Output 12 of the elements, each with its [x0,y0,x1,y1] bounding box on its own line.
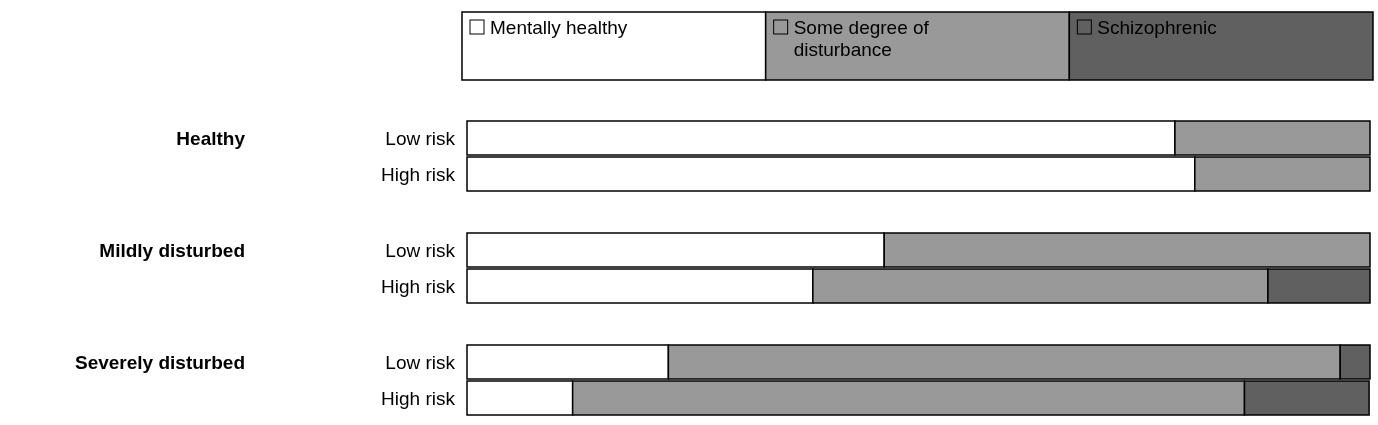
text: Healthy [176,128,246,149]
legend-label: Some degree of disturbance [793,17,930,60]
y-tick-label: High risk [381,276,456,297]
legend-label: Schizophrenic [1097,17,1217,38]
text: Severely disturbed [74,352,245,373]
y-tick-label: High risk [381,388,456,409]
y-tick-label: Low risk [385,128,456,149]
text: Mildly disturbed [99,240,245,261]
legend-label: Mentally healthy [490,17,628,38]
y-tick-label: Low risk [385,240,456,261]
y-tick-label: High risk [381,164,456,185]
y-tick-label: Low risk [385,352,456,373]
